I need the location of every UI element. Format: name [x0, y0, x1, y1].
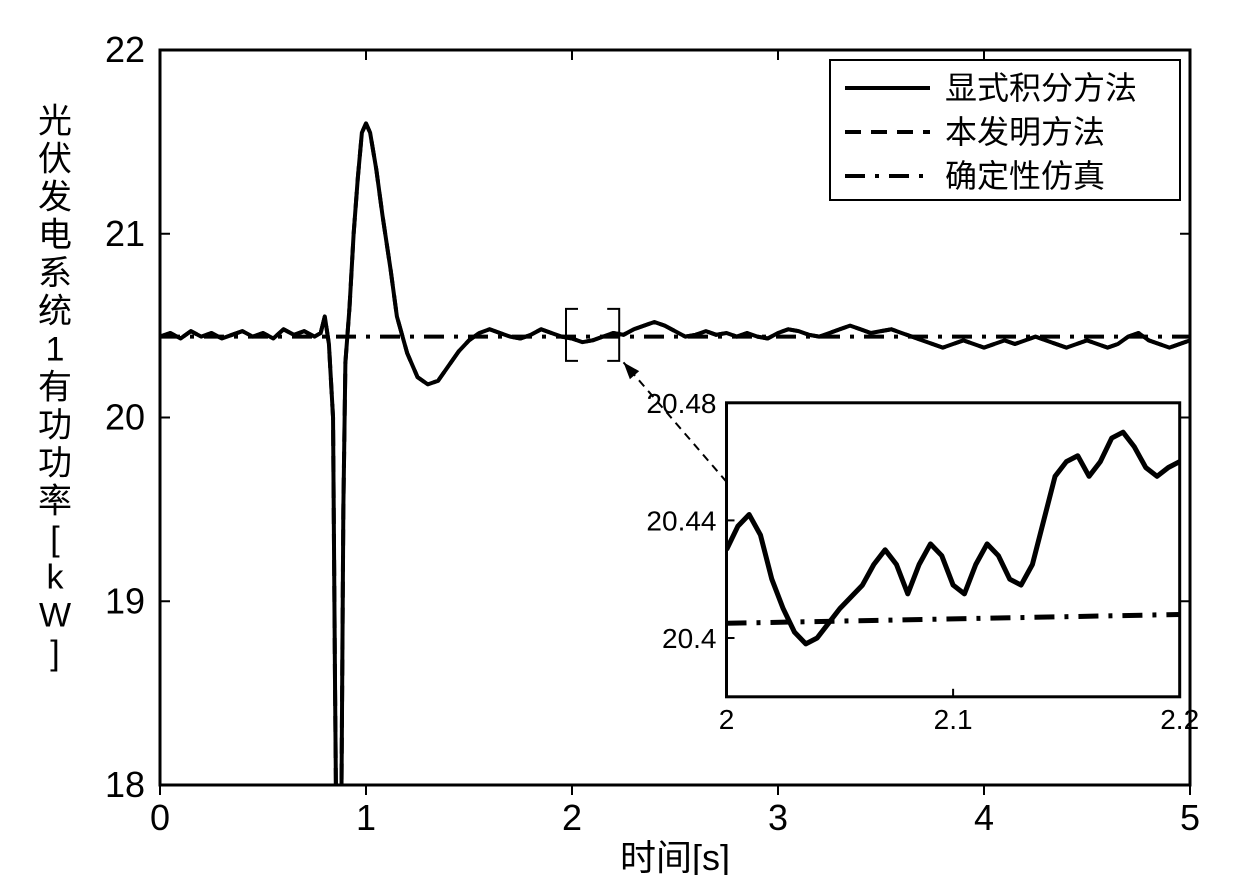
callout-arrow-line: [624, 362, 727, 481]
y-axis-label-char: 功: [38, 445, 72, 483]
y-axis-label-char: k: [47, 559, 65, 597]
y-axis-label-char: [: [50, 521, 60, 559]
x-tick-label: 1: [356, 797, 376, 838]
x-tick-label: 4: [974, 797, 994, 838]
y-axis-label-char: ]: [50, 635, 59, 673]
y-axis-label-char: 有: [38, 369, 72, 407]
inset-x-tick-label: 2.2: [1160, 704, 1199, 735]
chart-container: 0123451819202122时间[s]光伏发电系统1有功功率[kW]显式积分…: [20, 20, 1220, 875]
y-axis-label-char: W: [39, 597, 71, 635]
inset-y-tick-label: 20.44: [646, 505, 716, 536]
y-axis-label-char: 统: [38, 293, 72, 331]
x-tick-label: 5: [1180, 797, 1200, 838]
y-axis-label-char: 电: [38, 217, 72, 255]
legend-item-label: 确定性仿真: [945, 158, 1105, 194]
y-tick-label: 22: [105, 29, 145, 70]
y-tick-label: 18: [105, 764, 145, 805]
x-axis-label: 时间[s]: [620, 837, 730, 875]
x-tick-label: 3: [768, 797, 788, 838]
legend-item-label: 本发明方法: [945, 114, 1105, 150]
inset-x-tick-label: 2: [719, 704, 735, 735]
x-tick-label: 0: [150, 797, 170, 838]
y-axis-label-char: 功: [38, 407, 72, 445]
y-axis-label-char: 1: [46, 331, 65, 369]
x-tick-label: 2: [562, 797, 582, 838]
inset-y-tick-label: 20.4: [662, 623, 717, 654]
y-axis-label-char: 率: [38, 483, 72, 521]
y-tick-label: 19: [105, 580, 145, 621]
y-axis-label-char: 光: [38, 103, 72, 141]
legend-item-label: 显式积分方法: [945, 70, 1137, 106]
y-axis-label-char: 系: [38, 255, 72, 293]
y-tick-label: 20: [105, 397, 145, 438]
y-axis-label-char: 发: [38, 179, 72, 217]
callout-arrow-head: [624, 362, 640, 379]
chart-svg: 0123451819202122时间[s]光伏发电系统1有功功率[kW]显式积分…: [20, 20, 1220, 875]
y-axis-label-char: 伏: [38, 141, 72, 179]
inset-x-tick-label: 2.1: [934, 704, 973, 735]
y-tick-label: 21: [105, 213, 145, 254]
inset-border: [727, 403, 1180, 697]
inset-y-tick-label: 20.48: [646, 388, 716, 419]
